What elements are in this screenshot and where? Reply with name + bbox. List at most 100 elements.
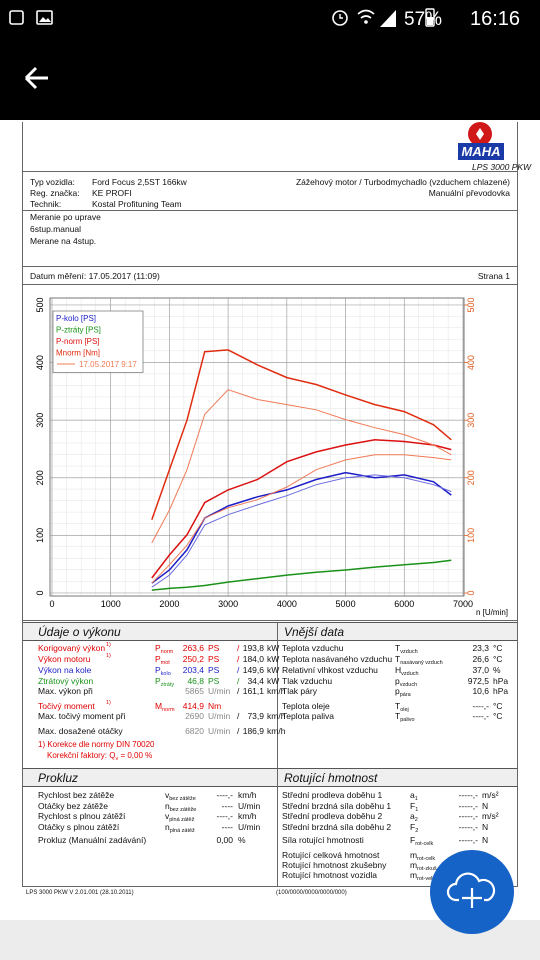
symbol: mrot-celk	[410, 851, 435, 863]
row-label: Korigovaný výkon	[38, 643, 106, 653]
symbol-sub: 1	[415, 806, 419, 813]
row-label: Teplota paliva	[282, 711, 334, 721]
symbol: ppára	[395, 687, 411, 699]
row-label: Rotující hmotnost zkušebny	[282, 860, 387, 870]
page-number: Strana 1	[477, 271, 510, 281]
symbol-sub: vzduch	[400, 649, 418, 655]
section-header	[23, 622, 517, 641]
row-unit: N	[482, 835, 489, 845]
y-tick-label: 200	[35, 470, 45, 485]
y-tick-label: 400	[35, 355, 45, 370]
legend-label: P-ztráty [PS]	[56, 326, 101, 335]
row-value: 184,0	[242, 654, 264, 664]
field-value: Kostal Profituning Team	[92, 199, 182, 209]
date: Datum měření: 17.05.2017 (11:09)	[30, 271, 160, 281]
row-unit: U/min	[238, 821, 261, 832]
symbol-letter: a	[410, 811, 415, 821]
symbol-sub: rot-veh	[417, 876, 435, 882]
row-unit: kW	[267, 665, 280, 675]
symbol-sub: pára	[399, 692, 411, 698]
field-label: Typ vozidla:	[30, 177, 75, 187]
symbol-letter: M	[155, 701, 163, 711]
row-sep: /	[237, 665, 240, 675]
row-value: 186,9	[242, 726, 264, 736]
gearbox: Manuální převodovka	[428, 188, 510, 198]
row-label: Rotující celková hmotnost	[282, 850, 380, 860]
symbol: Tnasávaný vzduch	[395, 655, 443, 667]
rule	[22, 620, 518, 621]
row-unit: PS	[208, 643, 220, 653]
series-line	[151, 389, 452, 544]
symbol-letter: m	[410, 850, 418, 860]
symbol-sub: rot-celk	[415, 841, 434, 847]
row-note: 1)	[106, 653, 111, 659]
symbol: F1	[410, 800, 419, 814]
symbol-sub: mot	[160, 660, 170, 666]
x-tick-label: 4000	[277, 599, 297, 609]
symbol-sub: palivo	[400, 717, 415, 723]
symbol: nplná zátěž	[165, 822, 195, 835]
symbol: Frot-celk	[410, 836, 433, 848]
y2-tick-label: 300	[466, 413, 476, 428]
row-label: Relativní vlhkost vzduchu	[282, 665, 378, 675]
symbol: Hvzduch	[395, 666, 419, 678]
row-unit: PS	[208, 676, 220, 686]
row-unit: hPa	[493, 686, 509, 696]
bar-icons	[9, 8, 435, 90]
row-value: 46,8	[187, 676, 204, 686]
row-label: Střední brzdná síla doběhu 1	[282, 800, 392, 811]
symbol: Pztráty	[155, 677, 174, 689]
symbol-sub: norm	[162, 707, 175, 713]
footnote: 1) Korekce dle normy DIN 70020	[38, 740, 155, 749]
back-button[interactable]	[24, 66, 48, 90]
symbol-sub: 2	[415, 827, 419, 834]
row-value: 6820	[185, 726, 204, 736]
row-unit: °C	[493, 711, 503, 721]
row-sep: /	[237, 654, 240, 664]
symbol-sub: plná zátěž	[169, 827, 195, 834]
engine: Zážehový motor / Turbodmychadlo (vzduche…	[295, 177, 510, 187]
clock: 16:16	[470, 8, 521, 30]
field-value: Ford Focus 2,5ST 166kw	[92, 177, 187, 187]
y2-tick-label: 100	[466, 528, 476, 543]
row-value: 414,9	[182, 701, 204, 711]
symbol-sub: olej	[400, 707, 409, 713]
x-tick-label: 6000	[394, 599, 414, 609]
row-label: Otáčky s plnou zátěží	[38, 821, 120, 832]
symbol-letter: T	[395, 701, 401, 711]
row-label: Střední prodleva doběhu 1	[282, 790, 383, 800]
symbol-letter: a	[410, 790, 415, 800]
row-value: 193,8	[242, 643, 264, 653]
upload-button[interactable]	[428, 848, 516, 936]
code: (100/0000/0000/0000/000)	[276, 890, 347, 896]
row-value: 250,2	[182, 654, 204, 664]
row-value: ----	[221, 821, 233, 832]
symbol-sub: kolo	[160, 671, 171, 677]
symbol-letter: n	[165, 800, 170, 811]
row-unit: m/s²	[482, 811, 499, 821]
row-value: -----,-	[458, 835, 478, 845]
row-value: ----,-	[472, 711, 489, 721]
series-line	[151, 349, 452, 521]
symbol-letter: v	[165, 790, 170, 800]
rule	[22, 171, 518, 172]
section-title: Vnější data	[284, 625, 345, 639]
note: Meranie po uprave	[30, 212, 101, 222]
symbol-letter: T	[395, 643, 401, 653]
x-tick-label: 0	[49, 599, 54, 609]
section-header	[23, 768, 517, 787]
row-label: Prokluz (Manuální zadávání)	[38, 835, 147, 845]
y2-tick-label: 0	[466, 590, 476, 595]
symbol-letter: P	[155, 676, 161, 686]
row-value: ----,-	[216, 790, 233, 800]
row-unit: m/s²	[482, 790, 499, 800]
row-value: 37,0	[472, 665, 489, 675]
symbol-letter: F	[410, 800, 416, 811]
rule	[22, 284, 518, 285]
symbol-letter: P	[155, 665, 161, 675]
legend-label: Mnorm [Nm]	[56, 349, 100, 358]
row-value: 0,00	[216, 835, 233, 845]
symbol-letter: P	[155, 643, 161, 653]
row-label: Teplota nasávaného vzduchu	[282, 654, 393, 664]
